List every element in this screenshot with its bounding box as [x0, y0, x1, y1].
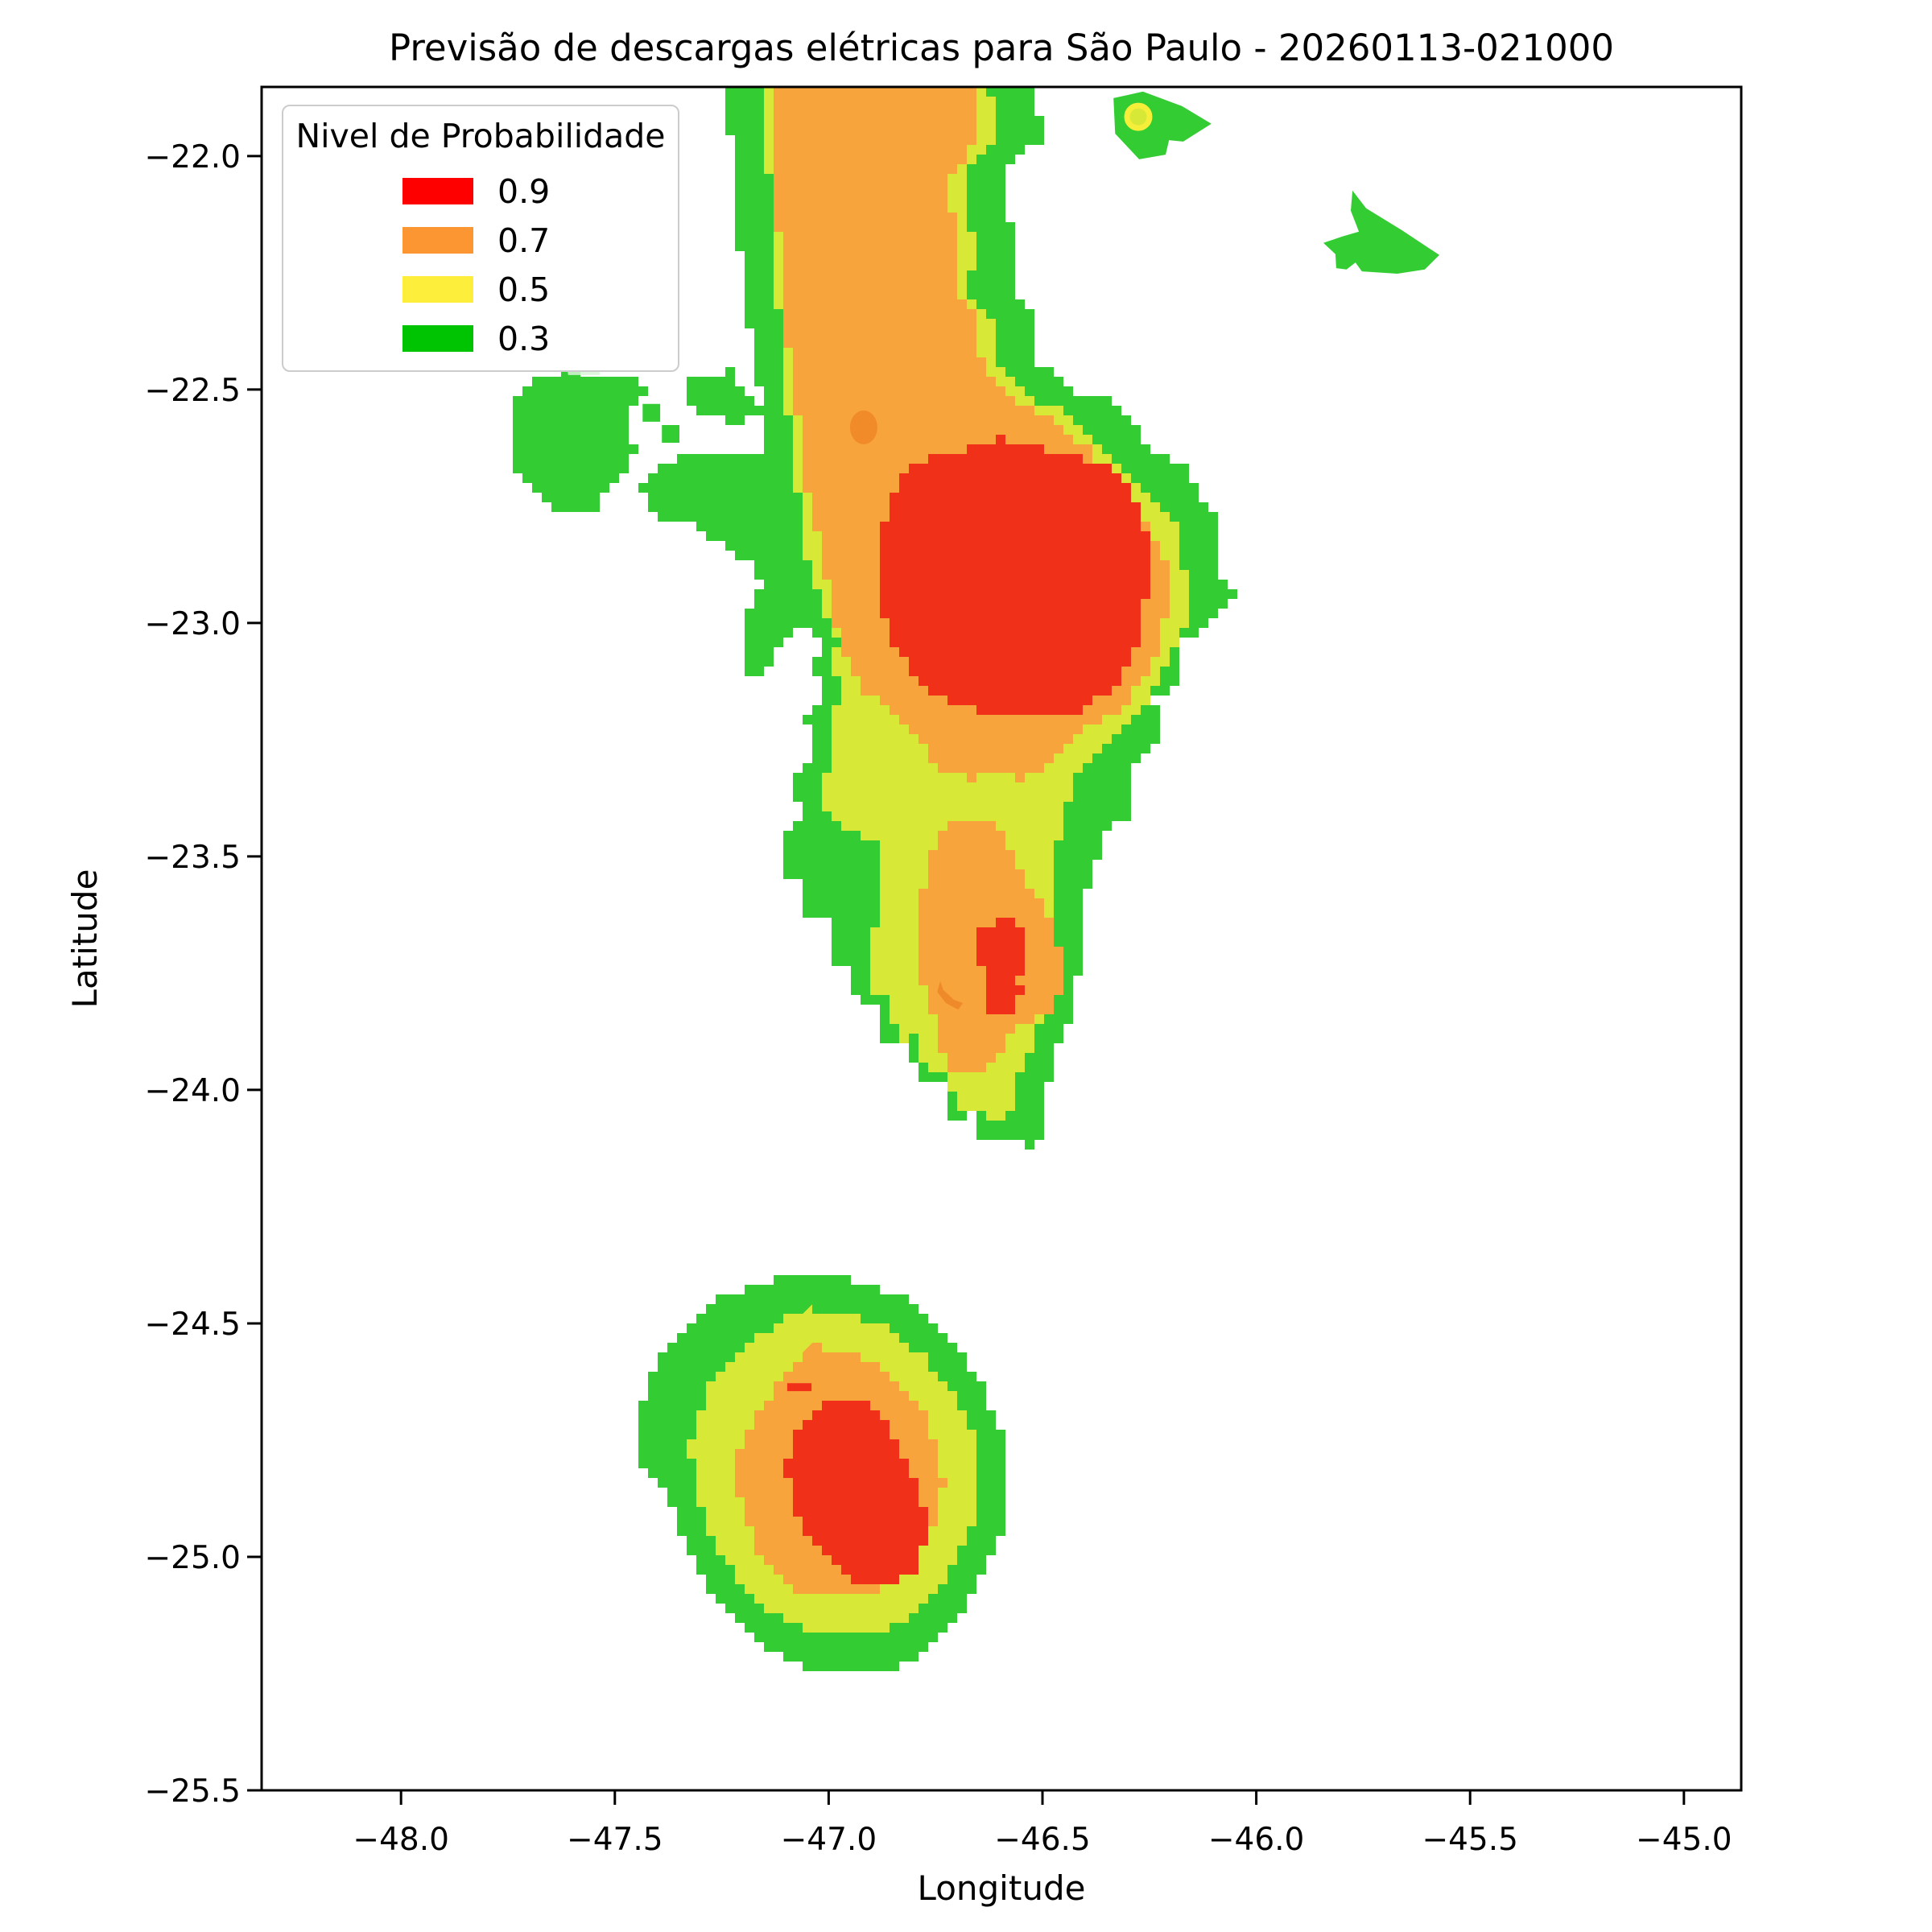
plot-frame: [260, 85, 1743, 1792]
x-tick-label: −45.5: [1422, 1822, 1518, 1858]
x-axis-ticks: −48.0 −47.5 −47.0 −46.5 −46.0 −45.5 −45.0: [353, 1790, 1732, 1858]
x-tick-label: −47.5: [567, 1822, 663, 1858]
contour-region-orange-curl: [937, 980, 964, 1010]
y-tick-label: −24.0: [144, 1073, 241, 1109]
legend-entry-label: 0.5: [497, 270, 551, 309]
contour-region-south-lobe-red-spot: [976, 918, 1025, 1014]
y-tick-label: −25.0: [144, 1540, 241, 1576]
x-tick-label: −48.0: [353, 1822, 449, 1858]
y-tick-label: −23.5: [144, 840, 241, 876]
contour-region-green-step-1: [642, 403, 661, 422]
x-tick-label: −46.0: [1208, 1822, 1305, 1858]
contour-region-mid-green-island: [687, 367, 764, 425]
legend-entry-label: 0.9: [497, 171, 551, 211]
x-tick-label: −46.5: [994, 1822, 1091, 1858]
y-axis-label: Latitude: [65, 869, 105, 1009]
y-tick-label: −25.5: [144, 1773, 241, 1810]
contour-region-green-step-2: [662, 425, 679, 443]
legend-rows: 0.9 0.7 0.5 0.3: [283, 167, 678, 363]
x-tick-label: −47.0: [781, 1822, 877, 1858]
x-axis-label: Longitude: [918, 1868, 1086, 1908]
legend-swatch-0.3: [402, 325, 473, 353]
contour-region-yellow-ring-dot: [1124, 102, 1153, 131]
x-tick-label: −45.0: [1636, 1822, 1732, 1858]
contour-region-arrow-green-blob: [1323, 190, 1439, 274]
legend: Nivel de Probabilidade 0.9 0.7 0.5 0.3: [282, 105, 679, 372]
legend-entry: 0.9: [283, 167, 678, 216]
legend-title: Nivel de Probabilidade: [295, 117, 666, 155]
contour-region-orange-dot: [849, 410, 877, 444]
y-tick-label: −24.5: [144, 1307, 241, 1343]
y-tick-label: −22.0: [144, 139, 241, 175]
legend-entry-label: 0.3: [497, 319, 551, 358]
contour-region-south-red-core: [783, 1401, 928, 1584]
y-tick-label: −23.0: [144, 606, 241, 642]
legend-entry-label: 0.7: [497, 221, 551, 260]
contour-region-south-red-dash: [786, 1383, 812, 1392]
contour-region-west-green-island: [503, 367, 648, 512]
y-tick-label: −22.5: [144, 373, 241, 409]
contour-region-north-red-core: [880, 435, 1150, 715]
contour-regions: [503, 87, 1439, 1671]
chart-title: Previsão de descargas elétricas para São…: [389, 27, 1614, 69]
legend-entry: 0.3: [283, 314, 678, 363]
legend-entry: 0.5: [283, 265, 678, 314]
legend-swatch-0.9: [402, 178, 473, 205]
legend-swatch-0.5: [402, 276, 473, 303]
legend-entry: 0.7: [283, 216, 678, 265]
legend-swatch-0.7: [402, 227, 473, 254]
y-axis-ticks: −22.0 −22.5 −23.0 −23.5 −24.0 −24.5 −25.0 −25.5: [144, 139, 262, 1810]
